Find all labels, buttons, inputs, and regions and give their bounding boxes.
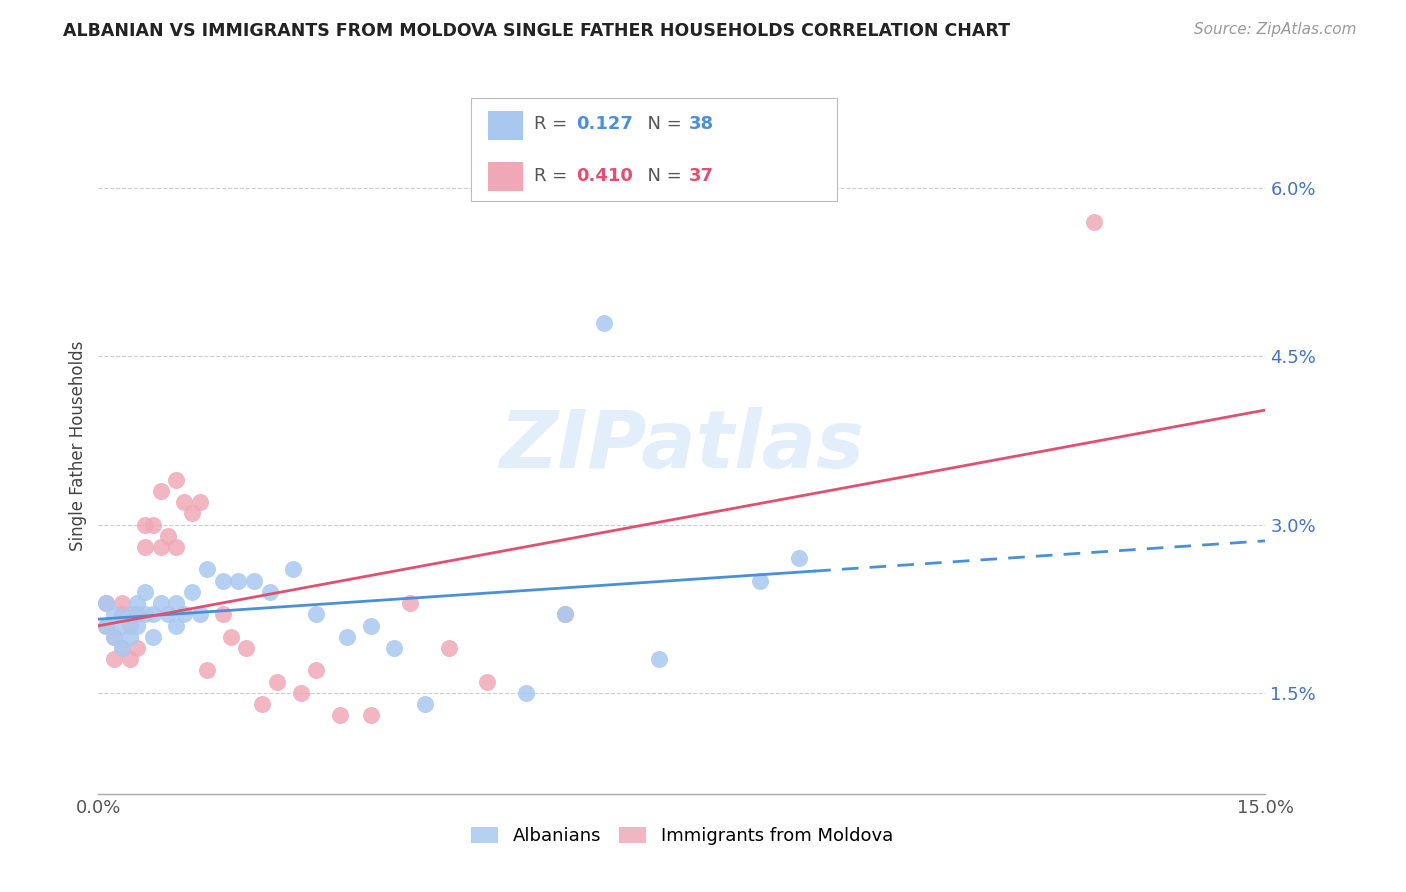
Point [180, 585, 202, 599]
Point [134, 517, 156, 532]
Point [477, 674, 499, 689]
Point [647, 652, 669, 666]
Point [398, 596, 420, 610]
Point [149, 596, 172, 610]
Point [787, 551, 810, 566]
Point [149, 483, 172, 498]
Text: 0.410: 0.410 [576, 167, 633, 185]
Point [165, 540, 187, 554]
Point [157, 529, 180, 543]
Point [134, 607, 156, 622]
Point [118, 618, 141, 632]
Point [266, 674, 288, 689]
Legend: Albanians, Immigrants from Moldova: Albanians, Immigrants from Moldova [463, 818, 901, 855]
Point [437, 640, 460, 655]
Point [554, 607, 576, 622]
Point [111, 640, 134, 655]
Point [103, 630, 125, 644]
Text: ZIPatlas: ZIPatlas [499, 407, 865, 485]
Text: 38: 38 [689, 115, 714, 134]
Text: N =: N = [636, 167, 688, 185]
Text: N =: N = [636, 115, 688, 134]
Y-axis label: Single Father Households: Single Father Households [69, 341, 87, 551]
Point [127, 618, 149, 632]
Point [250, 697, 273, 711]
Point [149, 540, 172, 554]
Point [127, 596, 149, 610]
Point [118, 607, 141, 622]
Point [1083, 214, 1105, 228]
Point [118, 630, 141, 644]
Point [127, 607, 149, 622]
Point [173, 607, 195, 622]
Point [111, 618, 134, 632]
Point [96, 618, 118, 632]
Point [103, 652, 125, 666]
Point [329, 708, 352, 723]
Point [103, 607, 125, 622]
Point [336, 630, 359, 644]
Point [96, 618, 118, 632]
Point [173, 495, 195, 509]
Text: ALBANIAN VS IMMIGRANTS FROM MOLDOVA SINGLE FATHER HOUSEHOLDS CORRELATION CHART: ALBANIAN VS IMMIGRANTS FROM MOLDOVA SING… [63, 22, 1011, 40]
Point [165, 473, 187, 487]
Point [118, 652, 141, 666]
Text: 0.127: 0.127 [576, 115, 633, 134]
Point [111, 607, 134, 622]
Point [165, 596, 187, 610]
Text: 37: 37 [689, 167, 714, 185]
Point [195, 664, 218, 678]
Point [142, 607, 165, 622]
Point [127, 640, 149, 655]
Point [235, 640, 257, 655]
Point [157, 607, 180, 622]
Point [290, 686, 312, 700]
Point [165, 618, 187, 632]
Point [554, 607, 576, 622]
Point [382, 640, 405, 655]
Point [593, 316, 616, 330]
Text: R =: R = [534, 167, 574, 185]
Point [281, 562, 304, 576]
Point [219, 630, 242, 644]
Point [360, 618, 382, 632]
Point [305, 664, 328, 678]
Point [259, 585, 281, 599]
Point [111, 596, 134, 610]
Point [212, 574, 235, 588]
Point [188, 607, 211, 622]
Point [142, 630, 165, 644]
Point [195, 562, 218, 576]
Point [413, 697, 436, 711]
Point [305, 607, 328, 622]
Point [96, 596, 118, 610]
Text: R =: R = [534, 115, 574, 134]
Point [360, 708, 382, 723]
Point [96, 596, 118, 610]
Point [180, 506, 202, 520]
Point [111, 640, 134, 655]
Point [228, 574, 250, 588]
Point [243, 574, 266, 588]
Point [188, 495, 211, 509]
Point [142, 517, 165, 532]
Text: Source: ZipAtlas.com: Source: ZipAtlas.com [1194, 22, 1357, 37]
Point [748, 574, 770, 588]
Point [134, 540, 156, 554]
Point [212, 607, 235, 622]
Point [515, 686, 537, 700]
Point [103, 630, 125, 644]
Point [134, 585, 156, 599]
